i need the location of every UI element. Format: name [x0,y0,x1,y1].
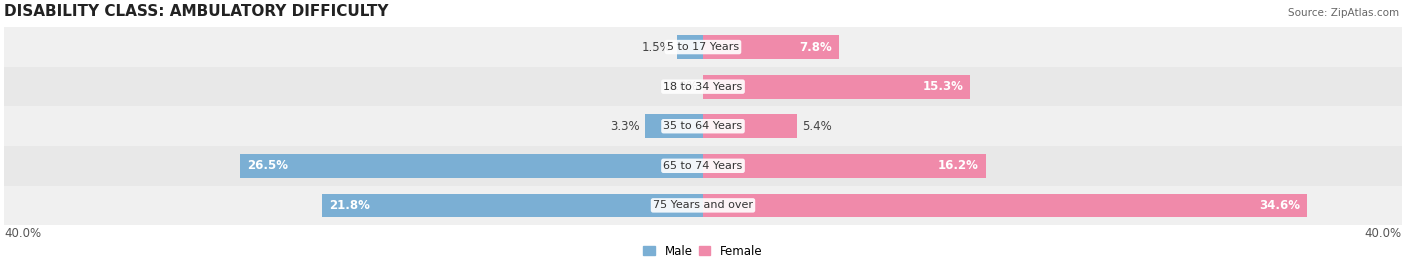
Text: Source: ZipAtlas.com: Source: ZipAtlas.com [1288,8,1399,18]
Text: 26.5%: 26.5% [247,159,288,172]
Text: 18 to 34 Years: 18 to 34 Years [664,82,742,92]
Text: 34.6%: 34.6% [1260,199,1301,212]
Text: 65 to 74 Years: 65 to 74 Years [664,161,742,171]
Text: 35 to 64 Years: 35 to 64 Years [664,121,742,131]
Text: 0.0%: 0.0% [668,80,697,93]
Text: 5.4%: 5.4% [803,120,832,133]
Text: DISABILITY CLASS: AMBULATORY DIFFICULTY: DISABILITY CLASS: AMBULATORY DIFFICULTY [4,4,388,19]
Legend: Male, Female: Male, Female [638,240,768,263]
Text: 75 Years and over: 75 Years and over [652,200,754,210]
Bar [4,27,1402,67]
Bar [4,186,1402,225]
Bar [703,114,797,138]
Bar [240,154,703,178]
Bar [676,35,703,59]
Bar [703,193,1308,217]
Bar [703,75,970,98]
Text: 16.2%: 16.2% [938,159,979,172]
Text: 3.3%: 3.3% [610,120,640,133]
Bar [4,107,1402,146]
Bar [4,146,1402,186]
Bar [703,35,839,59]
Bar [322,193,703,217]
Bar [645,114,703,138]
Text: 1.5%: 1.5% [641,41,672,54]
Text: 21.8%: 21.8% [329,199,370,212]
Text: 5 to 17 Years: 5 to 17 Years [666,42,740,52]
Text: 40.0%: 40.0% [4,227,41,240]
Text: 7.8%: 7.8% [800,41,832,54]
Text: 15.3%: 15.3% [922,80,963,93]
Bar [703,154,986,178]
Bar [4,67,1402,107]
Text: 40.0%: 40.0% [1365,227,1402,240]
